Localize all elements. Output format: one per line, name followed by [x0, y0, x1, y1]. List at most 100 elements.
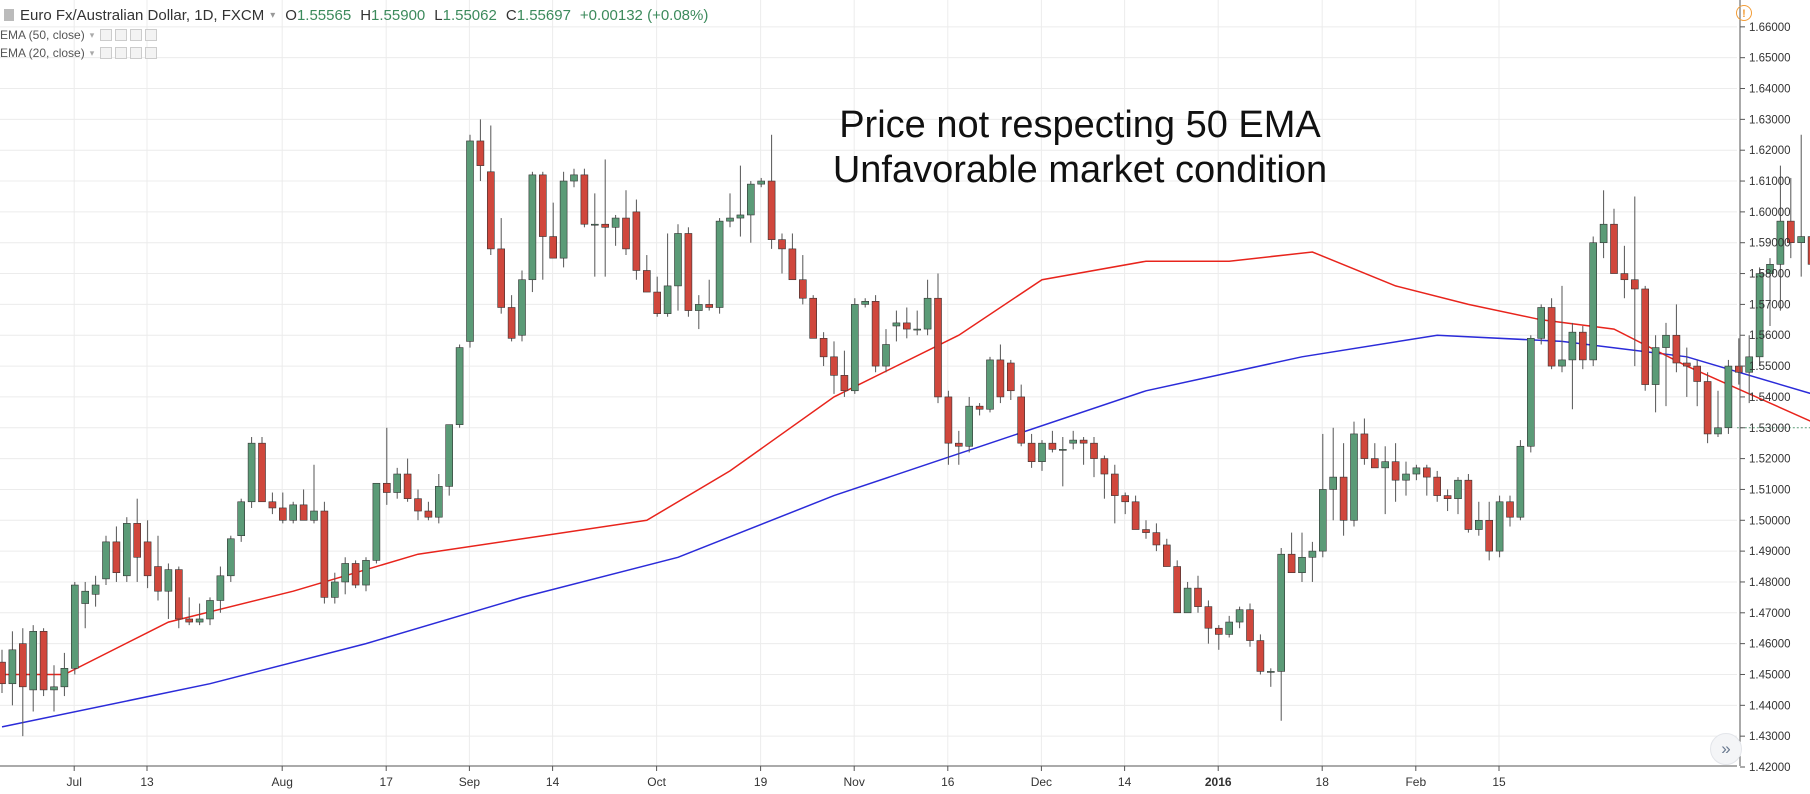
- candle-body: [1568, 331, 1577, 361]
- candle: [1267, 668, 1275, 687]
- eye-icon[interactable]: [100, 47, 113, 59]
- candle-body: [403, 473, 412, 499]
- candle-body: [809, 297, 818, 339]
- candle: [351, 560, 360, 589]
- candle-body: [1267, 671, 1275, 673]
- candle-body: [60, 668, 69, 688]
- eye-icon[interactable]: [100, 29, 113, 41]
- candle-body: [123, 523, 131, 577]
- candle: [0, 649, 6, 693]
- candle-body: [1724, 365, 1733, 429]
- candle: [1111, 464, 1119, 524]
- candle-body: [1256, 640, 1265, 672]
- candle: [1308, 541, 1317, 582]
- candle-body: [133, 523, 141, 558]
- candle-body: [289, 504, 298, 521]
- candle: [206, 597, 214, 626]
- candle-body: [1339, 476, 1348, 521]
- candle: [549, 202, 558, 259]
- price-tick-label: 1.64000: [1749, 84, 1791, 96]
- candle: [1371, 443, 1379, 469]
- candle: [1516, 440, 1525, 521]
- candle: [965, 396, 974, 453]
- candle-body: [871, 301, 880, 367]
- candle-body: [206, 600, 214, 620]
- candle-body: [1683, 362, 1691, 367]
- candle-body: [299, 504, 308, 521]
- time-tick-label: 13: [140, 775, 154, 789]
- candle: [1225, 615, 1233, 638]
- time-tick-label: Aug: [272, 775, 293, 789]
- candle: [1641, 285, 1649, 391]
- candle: [882, 329, 890, 373]
- symbol-legend[interactable]: Euro Fx/Australian Dollar, 1D, FXCM ▾ O1…: [4, 4, 708, 26]
- scroll-right-icon[interactable]: »: [1710, 733, 1742, 765]
- candle-body: [175, 569, 183, 620]
- candle-body: [1662, 334, 1670, 348]
- candle-body: [1100, 458, 1109, 475]
- candle: [528, 171, 537, 293]
- candle: [1506, 495, 1514, 527]
- price-tick-label: 1.49000: [1749, 546, 1791, 558]
- alert-icon[interactable]: !: [1736, 5, 1752, 21]
- candle-body: [351, 563, 360, 586]
- price-axis[interactable]: 1.67000 1.66000 1.65000 1.64000 1.63000 1.620…: [1739, 0, 1791, 774]
- candle: [175, 566, 183, 629]
- candle: [1287, 532, 1296, 574]
- candle-body: [1610, 223, 1618, 274]
- chart-grid: [0, 0, 1810, 766]
- candle: [216, 566, 225, 613]
- candle: [1412, 464, 1421, 481]
- candle: [809, 295, 818, 339]
- close-icon[interactable]: [145, 29, 158, 41]
- candle-body: [320, 510, 329, 598]
- more-icon[interactable]: [130, 29, 143, 41]
- candle: [861, 298, 870, 308]
- candle-body: [1485, 519, 1493, 552]
- more-icon[interactable]: [130, 47, 143, 59]
- candle-body: [570, 174, 578, 182]
- candle-body: [549, 236, 558, 259]
- candle-body: [258, 442, 266, 503]
- candle-body: [1308, 550, 1317, 558]
- candle: [1443, 489, 1452, 512]
- candle-body: [528, 174, 537, 281]
- candle-body: [1381, 461, 1389, 469]
- candle: [414, 489, 422, 521]
- candle: [29, 625, 38, 712]
- time-tick-label: Oct: [647, 775, 666, 789]
- candle-body: [1027, 442, 1036, 462]
- candle-body: [143, 541, 152, 577]
- symbol-title: Euro Fx/Australian Dollar, 1D, FXCM: [20, 6, 265, 24]
- indicator-ema-20[interactable]: EMA (20, close) ▾: [0, 44, 158, 62]
- candle-body: [892, 322, 901, 327]
- chevron-down-icon[interactable]: ▾: [89, 29, 95, 40]
- candle: [1766, 258, 1774, 326]
- annotation-line-1: Price not respecting 50 EMA: [839, 104, 1321, 146]
- gear-icon[interactable]: [115, 47, 128, 59]
- gear-icon[interactable]: [115, 29, 128, 41]
- chevron-down-icon[interactable]: ▾: [270, 9, 276, 21]
- candle: [1256, 634, 1265, 675]
- candle: [112, 526, 121, 582]
- candle-body: [746, 183, 755, 216]
- candle-body: [372, 482, 381, 561]
- candle-body: [1402, 473, 1410, 481]
- candle: [1142, 520, 1150, 539]
- candle-body: [1631, 279, 1639, 290]
- ema-20-line: [2, 251, 1810, 676]
- candle-body: [1194, 587, 1202, 607]
- candle: [123, 517, 131, 582]
- indicator-ema-50[interactable]: EMA (50, close) ▾: [0, 26, 158, 44]
- candle-body: [195, 618, 204, 623]
- candle-body: [1079, 439, 1088, 444]
- candle-body: [882, 344, 890, 367]
- candle: [91, 575, 100, 607]
- time-tick-label: Sep: [459, 775, 481, 789]
- time-axis[interactable]: Jul 13 Aug 17 Sep 14 Oct 19 Nov 16 Dec 14 2016 18 Feb 1…: [0, 765, 1737, 789]
- candle: [330, 572, 339, 604]
- close-icon[interactable]: [145, 47, 158, 59]
- candle-body: [1350, 433, 1358, 521]
- chevron-down-icon[interactable]: ▾: [89, 47, 95, 58]
